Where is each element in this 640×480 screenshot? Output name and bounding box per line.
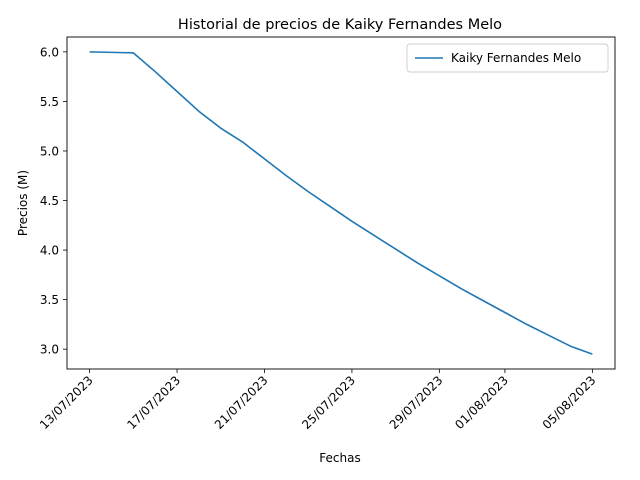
x-tick-label: 13/07/2023 [37, 373, 96, 432]
series-line [89, 51, 593, 355]
y-tick-label: 5.5 [40, 95, 59, 109]
y-tick-label: 3.0 [40, 343, 59, 357]
x-axis-label: Fechas [319, 451, 360, 465]
y-tick-label: 4.5 [40, 194, 59, 208]
x-tick-label: 29/07/2023 [387, 373, 446, 432]
chart-title: Historial de precios de Kaiky Fernandes … [178, 17, 502, 33]
x-tick-label: 05/08/2023 [540, 373, 599, 432]
y-axis-label: Precios (M) [16, 170, 30, 236]
y-tick-label: 4.0 [40, 244, 59, 258]
y-tick-label: 3.5 [40, 293, 59, 307]
legend: Kaiky Fernandes Melo [406, 43, 609, 73]
legend-label: Kaiky Fernandes Melo [451, 51, 581, 65]
y-tick-label: 5.0 [40, 144, 59, 158]
y-axis: 3.0 3.5 4.0 4.5 5.0 5.5 6.0 [40, 45, 67, 357]
plot-frame [66, 36, 616, 370]
x-axis: 13/07/2023 17/07/2023 21/07/2023 25/07/2023… [37, 369, 599, 432]
x-tick-label: 17/07/2023 [124, 373, 183, 432]
series-layer [89, 51, 593, 355]
y-tick-label: 6.0 [40, 45, 59, 59]
x-tick-label: 25/07/2023 [299, 373, 358, 432]
x-tick-label: 01/08/2023 [452, 373, 511, 432]
x-tick-label: 21/07/2023 [212, 373, 271, 432]
legend-box [406, 43, 609, 73]
